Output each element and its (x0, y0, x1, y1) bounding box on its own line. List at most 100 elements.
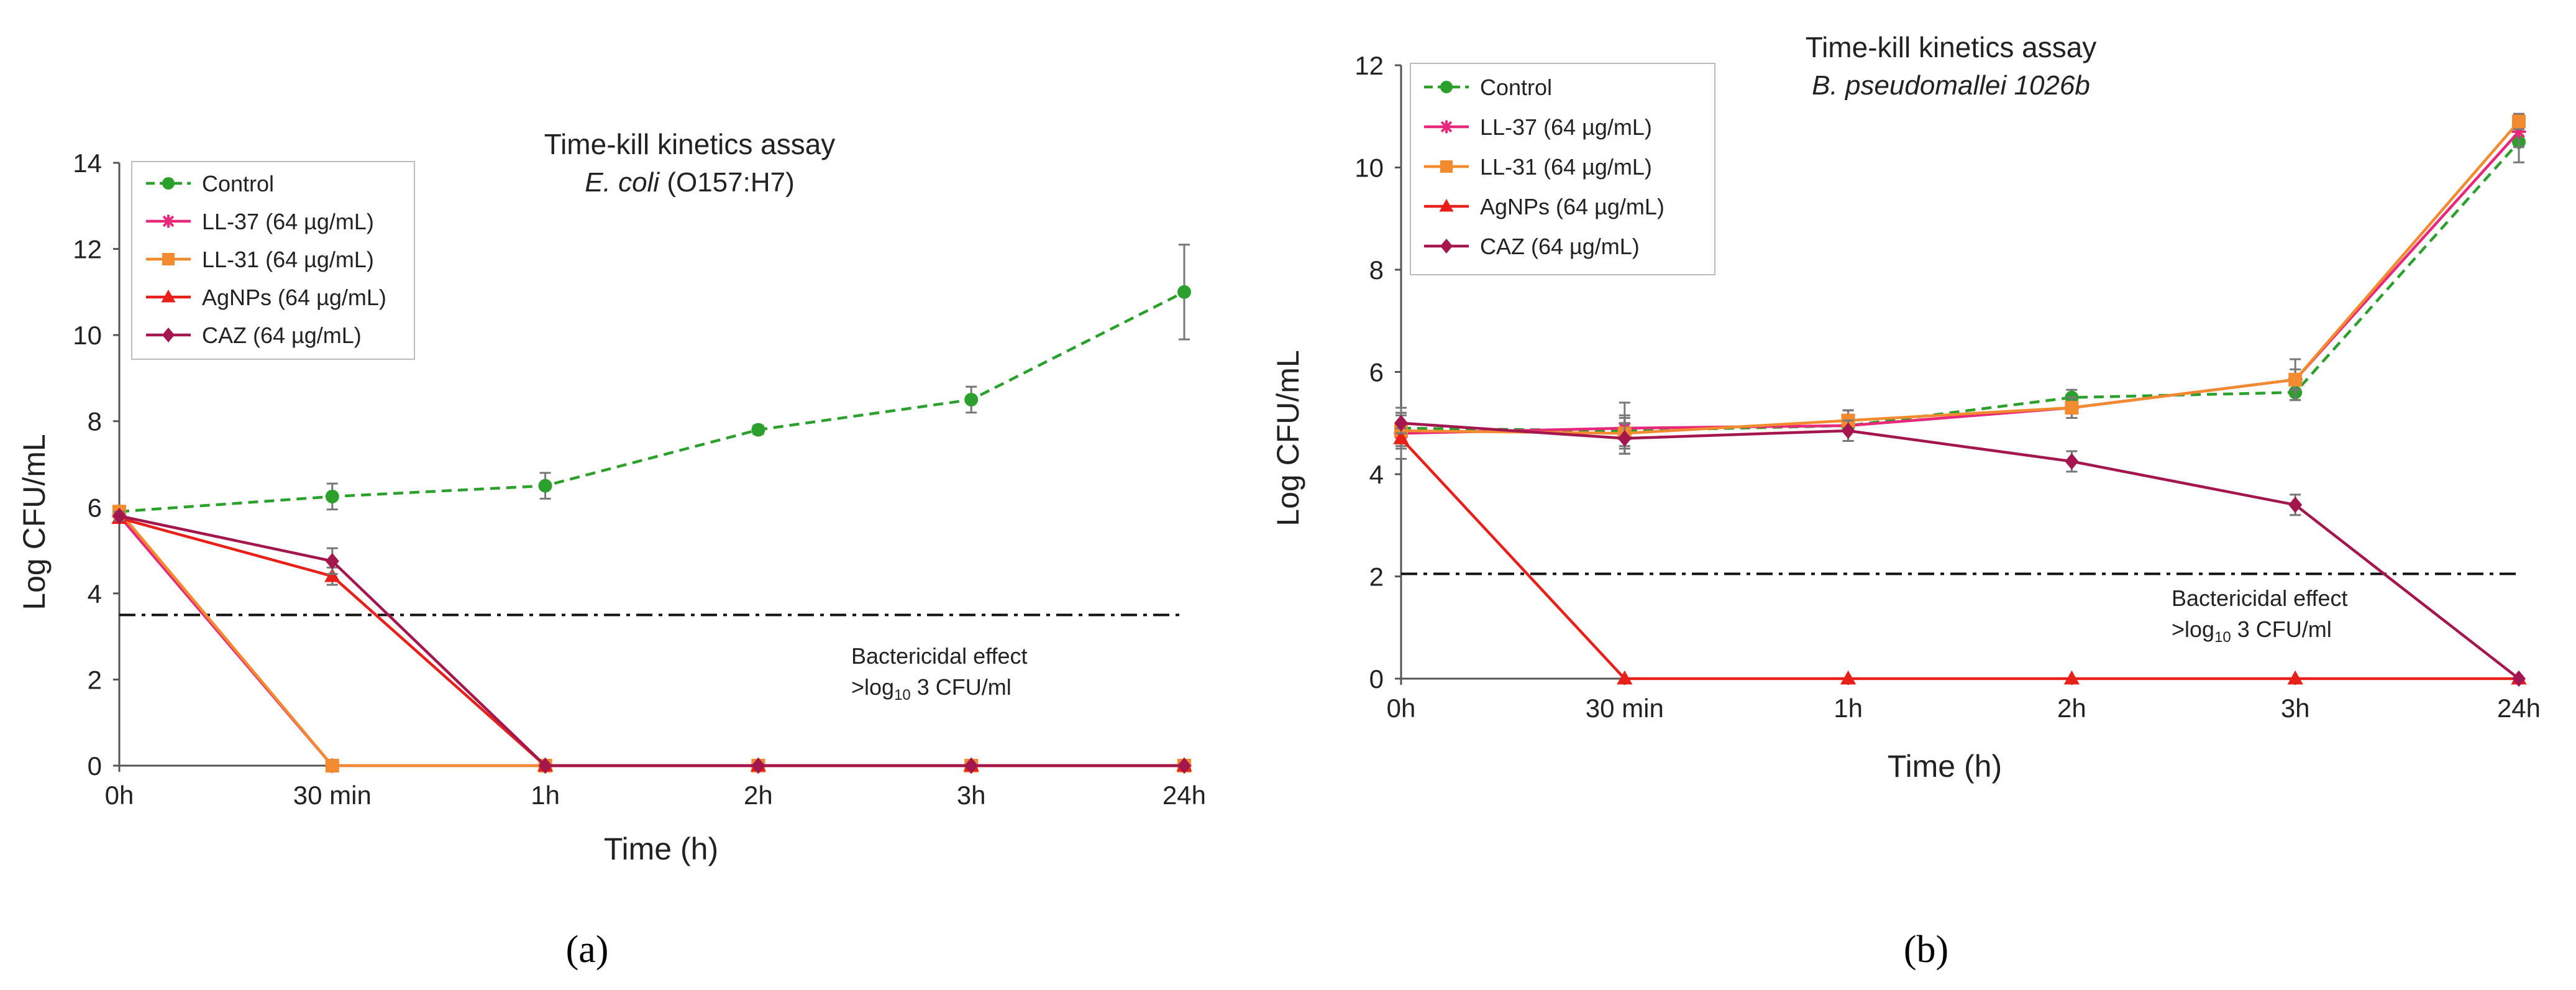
legend-item: LL-37 (64 µg/mL) (1424, 114, 1652, 140)
y-tick-label: 12 (1354, 51, 1384, 80)
annotation-line2-a: >log10 3 CFU/ml (851, 674, 1012, 704)
data-point-caz (2288, 497, 2303, 513)
data-point-caz (325, 552, 339, 570)
y-tick-label: 10 (73, 321, 102, 350)
series-group-b (1393, 112, 2527, 687)
legend-marker (161, 290, 176, 303)
data-point-caz (2065, 453, 2079, 470)
series-line-agnps (119, 516, 1184, 768)
y-tick-label: 6 (1369, 358, 1384, 387)
data-point-ll31 (2065, 401, 2079, 415)
data-point-agnps (1617, 670, 1633, 685)
x-tick-label: 30 min (293, 781, 372, 810)
y-axis-title-a: Log CFU/mL (17, 434, 52, 610)
y-tick-label: 10 (1354, 154, 1384, 183)
legend-entries-b: Control LL-37 (64 µg/mL) LL-31 (64 µg/mL) A… (1424, 75, 1665, 259)
x-tick-label: 2h (2057, 694, 2086, 723)
x-tick-label: 1h (1834, 694, 1863, 723)
legend-item: LL-31 (64 µg/mL) (146, 247, 374, 272)
y-tick-label: 12 (73, 235, 102, 264)
legend-label: CAZ (64 µg/mL) (1480, 234, 1640, 259)
legend-box-b (1410, 63, 1715, 275)
series-line-agnps (1400, 437, 2519, 681)
series-caz (1394, 411, 2526, 687)
chart-subtitle-b: B. pseudomallei 1026b (1812, 70, 2090, 101)
data-point-control (325, 489, 339, 503)
chart-panel-b: Time-kill kinetics assay B. pseudomallei… (1271, 31, 2541, 971)
y-tick-label: 0 (1369, 664, 1384, 694)
legend-label: Control (202, 171, 274, 196)
data-point-caz (1177, 757, 1191, 774)
annotation-line1-a: Bactericidal effect (851, 643, 1027, 669)
x-tick-label: 24h (1162, 781, 1206, 810)
data-point-caz (1394, 415, 1408, 431)
legend-marker (1440, 120, 1453, 134)
legend-marker (1440, 239, 1453, 254)
annotation-line2-b: >log10 3 CFU/ml (2172, 616, 2332, 646)
x-tick-labels-a: 0h 30 min 1h 2h 3h 24h (105, 781, 1206, 810)
series-agnps (1393, 427, 2527, 685)
series-line-ll31 (1400, 121, 2520, 435)
legend-marker (162, 253, 175, 265)
legend-b: Control LL-37 (64 µg/mL) LL-31 (64 µg/mL) A… (1410, 63, 1715, 275)
y-tick-label: 2 (1369, 562, 1384, 592)
x-axis-title-b: Time (h) (1888, 749, 2002, 784)
y-tick-label: 4 (88, 579, 102, 608)
y-tick-labels-b: 0 2 4 6 8 10 12 (1354, 51, 1384, 694)
legend-item: CAZ (64 µg/mL) (1424, 234, 1640, 259)
data-point-control (538, 479, 552, 493)
data-point-agnps (1840, 670, 1857, 685)
data-point-caz (1841, 422, 1855, 439)
x-tick-labels-b: 0h 30 min 1h 2h 3h 24h (1387, 694, 2541, 723)
x-tick-label: 24h (2497, 694, 2541, 723)
legend-marker (1440, 81, 1453, 93)
legend-item: Control (146, 171, 274, 196)
data-point-caz (751, 757, 765, 774)
chart-subtitle-a: E. coli (O157:H7) (585, 167, 794, 198)
data-point-caz (1617, 430, 1632, 447)
legend-item: LL-31 (64 µg/mL) (1424, 154, 1652, 180)
legend-label: LL-31 (64 µg/mL) (1480, 154, 1652, 180)
series-caz (112, 507, 1191, 774)
series-line-caz (1400, 421, 2520, 680)
legend-marker (1440, 160, 1453, 173)
y-tick-label: 2 (88, 665, 102, 694)
panel-label-b: (b) (1904, 928, 1948, 971)
legend-marker (162, 328, 175, 342)
y-tick-label: 0 (88, 751, 102, 781)
legend-marker (162, 214, 175, 228)
chart-title-b: Time-kill kinetics assay (1806, 31, 2097, 63)
data-point-caz (112, 507, 126, 525)
series-line-ll37 (118, 515, 1184, 768)
x-tick-label: 0h (1387, 694, 1416, 723)
data-point-ll31 (2288, 372, 2303, 387)
data-point-control (964, 393, 979, 407)
legend-item: AgNPs (64 µg/mL) (1424, 194, 1665, 219)
x-tick-label: 30 min (1586, 694, 1664, 723)
data-point-caz (2512, 670, 2526, 687)
legend-a: Control LL-37 (64 µg/mL) LL-31 (64 µg/mL) A… (131, 161, 415, 360)
y-tick-label: 6 (88, 493, 102, 522)
legend-item: Control (1424, 75, 1552, 100)
y-tick-labels-a: 0 2 4 6 8 10 12 14 (73, 149, 102, 781)
series-line-control (119, 290, 1185, 513)
y-tick-label: 14 (73, 149, 102, 178)
x-tick-label: 1h (531, 781, 560, 810)
x-tick-label: 3h (2281, 694, 2310, 723)
legend-label: LL-37 (64 µg/mL) (1480, 114, 1652, 140)
panel-label-a: (a) (566, 928, 609, 971)
legend-item: LL-37 (64 µg/mL) (146, 209, 374, 234)
y-tick-label: 8 (88, 407, 102, 436)
series-group-a (111, 244, 1192, 774)
chart-panel-a: Time-kill kinetics assay E. coli (O157:H… (17, 128, 1206, 971)
x-axis-title-a: Time (h) (604, 832, 718, 866)
legend-label: AgNPs (64 µg/mL) (202, 285, 386, 310)
x-tick-label: 2h (744, 781, 773, 810)
y-axis-title-b: Log CFU/mL (1271, 350, 1305, 526)
data-point-control (751, 423, 765, 437)
legend-marker (162, 177, 175, 190)
legend-item: CAZ (64 µg/mL) (146, 323, 362, 348)
data-point-ll31 (325, 759, 339, 772)
y-tick-label: 4 (1369, 460, 1384, 489)
